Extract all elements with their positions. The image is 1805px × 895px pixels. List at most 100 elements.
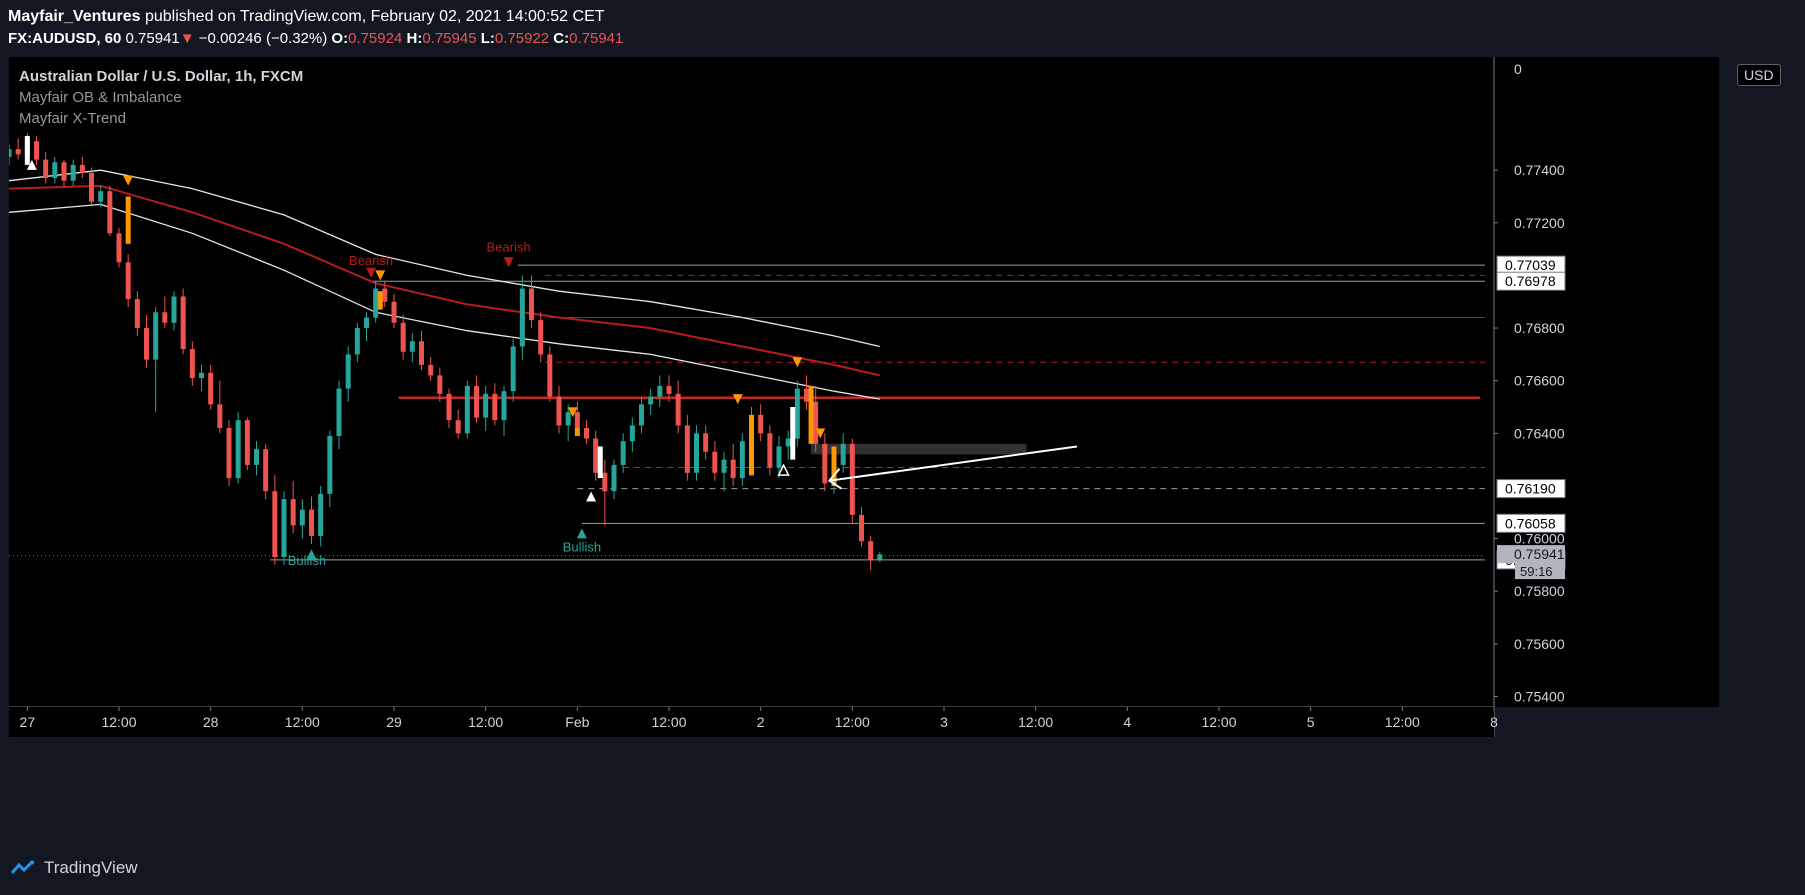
signal-annotation: Bearish xyxy=(487,240,531,255)
bull-candle xyxy=(299,509,305,526)
signal-candle-orange xyxy=(125,196,131,244)
x-tick-label: Feb xyxy=(565,714,589,730)
price-axis-background xyxy=(1494,57,1719,707)
signal-marker-up xyxy=(26,159,37,170)
bear-candle xyxy=(272,491,278,557)
x-tick-label: 12:00 xyxy=(1018,714,1053,730)
bull-candle xyxy=(354,328,360,355)
signal-marker-down xyxy=(567,407,578,418)
bull-candle xyxy=(840,443,846,465)
bear-candle xyxy=(529,288,534,321)
signal-marker-down xyxy=(815,428,826,439)
trend-line xyxy=(829,445,1078,482)
x-tick-label: 29 xyxy=(386,714,402,730)
bear-candle xyxy=(703,433,709,452)
price-tag-label: 0.76190 xyxy=(1505,481,1556,497)
bear-candle xyxy=(419,341,424,365)
bear-candle xyxy=(556,396,562,426)
ema-middle-line xyxy=(8,184,881,377)
legend-main-series[interactable]: Australian Dollar / U.S. Dollar, 1h, FXC… xyxy=(19,68,304,85)
bear-candle xyxy=(684,425,690,473)
author-name[interactable]: Mayfair_Ventures xyxy=(8,8,141,25)
bull-candle xyxy=(776,446,782,468)
x-tick-label: 4 xyxy=(1123,714,1131,730)
legend-indicator-ob[interactable]: Mayfair OB & Imbalance xyxy=(19,89,182,106)
trend-arrow-head xyxy=(827,468,842,490)
candlestick-chart[interactable]: Bearish Bearish Bullish Bullish 0.77400 0.772… xyxy=(6,57,1719,847)
bear-candle xyxy=(712,451,718,473)
bear-candle xyxy=(263,449,269,492)
bear-candle xyxy=(437,375,443,394)
bull-candle xyxy=(620,441,626,465)
bear-candle xyxy=(391,301,397,323)
x-tick-label: 12:00 xyxy=(468,714,503,730)
brand-name[interactable]: TradingView xyxy=(44,858,138,877)
bull-candle xyxy=(336,388,342,436)
bear-candle xyxy=(189,349,195,379)
currency-badge[interactable]: USD xyxy=(1737,64,1781,86)
price-change: −0.00246 (−0.32%) xyxy=(198,30,328,47)
bear-candle xyxy=(144,328,149,360)
bull-candle xyxy=(510,346,516,392)
bull-candle xyxy=(648,396,654,405)
bear-candle xyxy=(804,388,809,402)
bear-candle xyxy=(134,299,140,329)
x-tick-label: 2 xyxy=(757,714,765,730)
y-tick-label-top: 0 xyxy=(1514,61,1522,77)
bull-candle xyxy=(739,441,745,479)
bear-candle xyxy=(474,385,479,418)
ohlc-line: FX:AUDUSD, 60 0.75941▼ −0.00246 (−0.32%)… xyxy=(8,28,623,50)
bear-candle xyxy=(244,420,250,465)
signal-candle-white xyxy=(24,135,30,165)
bear-candle xyxy=(162,312,168,323)
bear-candle xyxy=(208,372,214,405)
countdown-label: 59:16 xyxy=(1520,564,1553,579)
bear-candle xyxy=(125,262,131,300)
high-value: 0.75945 xyxy=(422,30,477,47)
bull-candle xyxy=(519,288,525,347)
legend-indicator-xtrend[interactable]: Mayfair X-Trend xyxy=(19,110,126,127)
open-label: O: xyxy=(331,30,349,47)
bull-candle xyxy=(611,464,617,492)
x-tick-label: 5 xyxy=(1307,714,1315,730)
last-price-tag xyxy=(1497,545,1565,564)
bull-candle xyxy=(171,296,177,323)
x-tick-label: 8 xyxy=(1490,714,1498,730)
symbol-label: FX:AUDUSD, 60 xyxy=(8,30,122,47)
price-tag-label: 0.76058 xyxy=(1505,515,1556,531)
bear-candle xyxy=(15,149,21,155)
bear-candle xyxy=(574,412,580,429)
price-tag xyxy=(1496,271,1566,291)
x-tick-label: 12:00 xyxy=(1385,714,1420,730)
signal-marker-down xyxy=(732,394,743,405)
bull-candle xyxy=(98,191,104,202)
y-tick-label: 0.77400 xyxy=(1514,162,1565,178)
bull-candle xyxy=(327,435,333,494)
bear-candle xyxy=(116,233,122,263)
signal-marker-up-outline xyxy=(777,463,790,476)
bear-candle xyxy=(79,164,85,173)
signal-marker-down xyxy=(792,357,803,368)
publish-line: Mayfair_Ventures published on TradingVie… xyxy=(8,6,623,28)
bull-candle xyxy=(235,420,241,479)
bull-candle xyxy=(199,372,204,379)
bull-candle xyxy=(364,317,369,329)
chart-area[interactable]: Bearish Bearish Bullish Bullish 0.77400 0.772… xyxy=(6,57,1719,847)
bull-candle xyxy=(70,164,76,181)
bear-candle xyxy=(309,509,314,536)
bear-candle xyxy=(107,191,113,234)
close-value: 0.75941 xyxy=(569,30,624,47)
signal-marker-up xyxy=(586,491,597,502)
bull-candle xyxy=(694,433,699,473)
bull-candle xyxy=(373,288,379,318)
price-tag xyxy=(1496,513,1566,533)
bear-candle xyxy=(89,172,94,202)
close-label: C: xyxy=(553,30,570,47)
x-tick-label: 12:00 xyxy=(285,714,320,730)
y-tick-label: 0.75800 xyxy=(1514,583,1565,599)
bear-candle xyxy=(868,541,874,560)
last-price-label: 0.75941 xyxy=(1514,546,1565,562)
bull-candle xyxy=(794,388,800,439)
bull-candle xyxy=(639,404,644,426)
chart-header: Mayfair_Ventures published on TradingVie… xyxy=(8,6,623,50)
